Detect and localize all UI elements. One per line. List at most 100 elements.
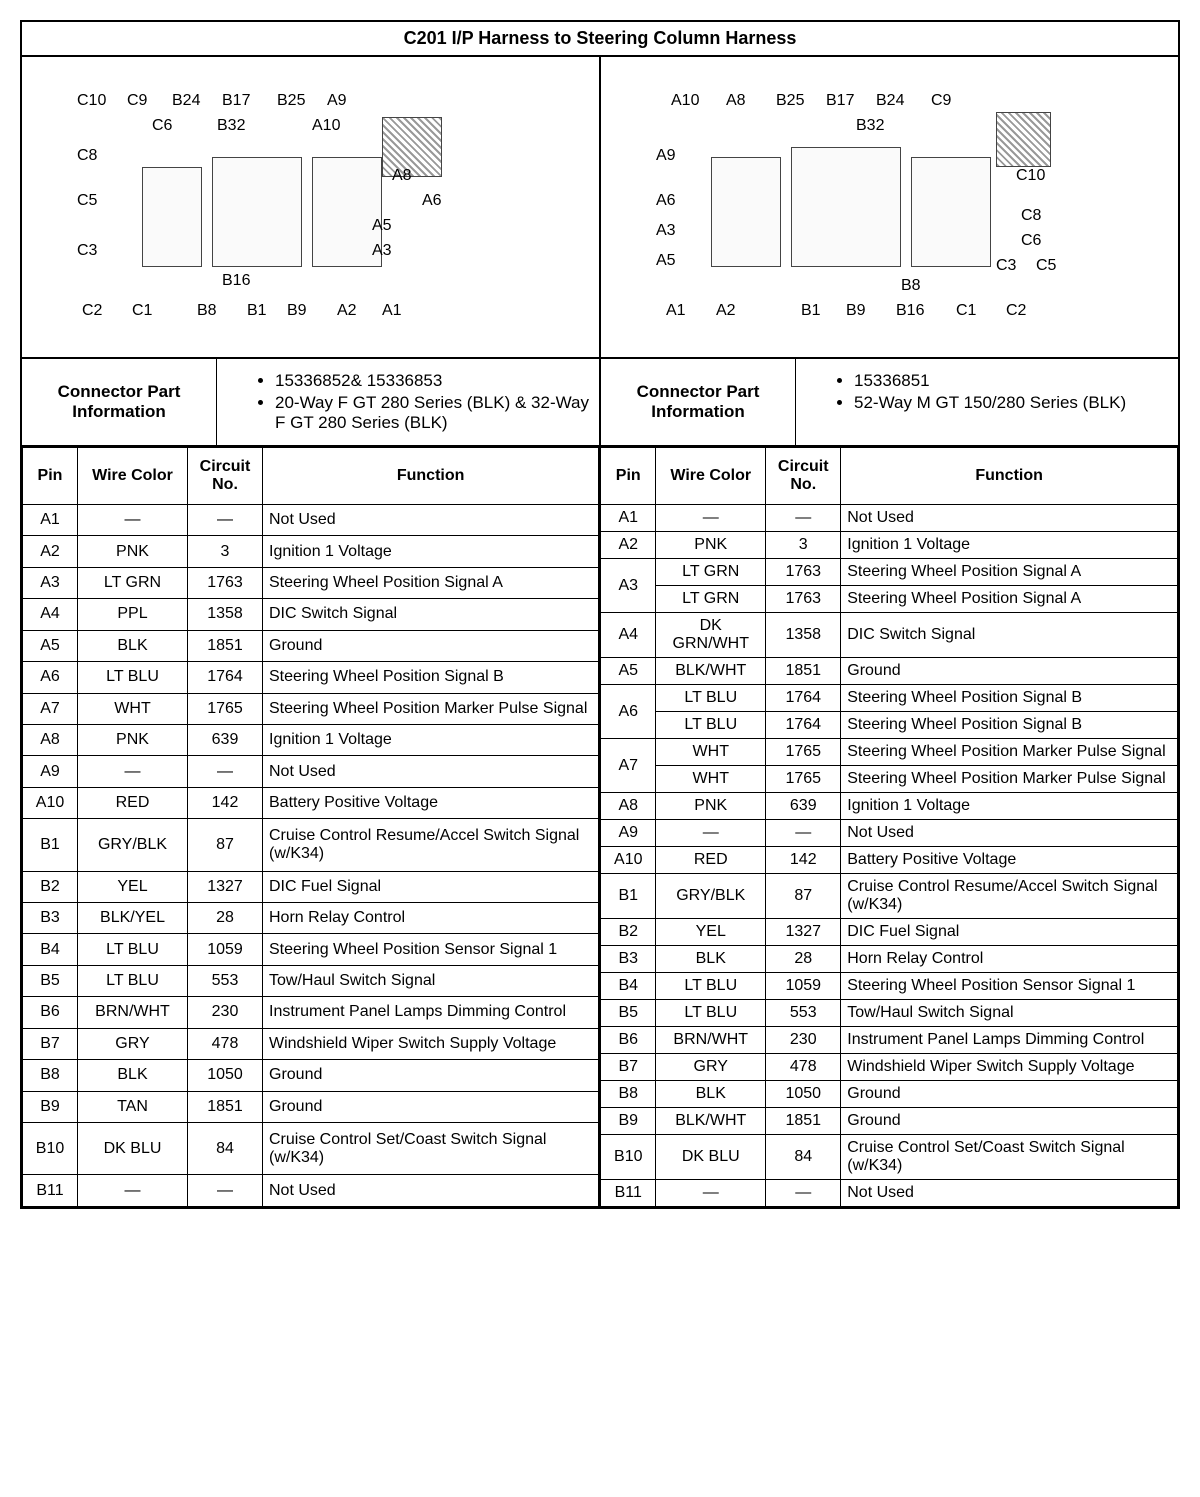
table-cell: 1050	[188, 1060, 263, 1091]
table-cell: A4	[601, 613, 656, 658]
table-cell: B4	[23, 934, 78, 965]
table-cell: BLK	[78, 1060, 188, 1091]
table-cell: Steering Wheel Position Signal B	[841, 712, 1178, 739]
table-cell: WHT	[656, 739, 766, 766]
table-row: B10DK BLU84Cruise Control Set/Coast Swit…	[23, 1122, 600, 1174]
table-cell: 478	[188, 1028, 263, 1059]
table-row: B7GRY478Windshield Wiper Switch Supply V…	[601, 1054, 1178, 1081]
pin-label: A10	[671, 92, 699, 110]
table-row: B11——Not Used	[23, 1175, 600, 1207]
table-cell: Ground	[841, 658, 1178, 685]
table-cell: Tow/Haul Switch Signal	[841, 1000, 1178, 1027]
table-cell: Steering Wheel Position Marker Pulse Sig…	[841, 766, 1178, 793]
table-cell: Steering Wheel Position Signal A	[841, 586, 1178, 613]
table-cell: 1059	[188, 934, 263, 965]
table-cell: 1059	[766, 973, 841, 1000]
table-row: A1——Not Used	[601, 505, 1178, 532]
table-row: A2PNK3Ignition 1 Voltage	[601, 532, 1178, 559]
table-cell: WHT	[78, 693, 188, 724]
table-row: A2PNK3Ignition 1 Voltage	[23, 536, 600, 567]
table-cell: 553	[188, 965, 263, 996]
table-cell: DIC Switch Signal	[263, 599, 600, 630]
pin-label: B16	[896, 302, 924, 320]
table-cell: 639	[188, 724, 263, 755]
table-cell: Windshield Wiper Switch Supply Voltage	[263, 1028, 600, 1059]
table-cell: 230	[188, 997, 263, 1028]
table-cell: Ground	[841, 1081, 1178, 1108]
table-cell: BLK/YEL	[78, 903, 188, 934]
pin-label: C1	[956, 302, 976, 320]
table-row: A4PPL1358DIC Switch Signal	[23, 599, 600, 630]
table-cell: 230	[766, 1027, 841, 1054]
pin-label: B1	[247, 302, 267, 320]
table-row: A3LT GRN1763Steering Wheel Position Sign…	[23, 567, 600, 598]
table-cell: Steering Wheel Position Signal B	[841, 685, 1178, 712]
pin-label: A9	[656, 147, 676, 165]
pin-label: C2	[1006, 302, 1026, 320]
table-cell: B8	[601, 1081, 656, 1108]
pin-label: B32	[217, 117, 245, 135]
table-row: A10RED142Battery Positive Voltage	[23, 787, 600, 818]
table-cell: 1763	[188, 567, 263, 598]
pin-label: C8	[1021, 207, 1041, 225]
table-cell: PNK	[656, 532, 766, 559]
table-cell: 1851	[766, 658, 841, 685]
table-row: B1GRY/BLK87Cruise Control Resume/Accel S…	[601, 874, 1178, 919]
table-cell: A3	[601, 559, 656, 613]
connector-info-item: 15336852& 15336853	[275, 371, 589, 391]
table-cell: 1763	[766, 586, 841, 613]
pin-label: C8	[77, 147, 97, 165]
table-row: B6BRN/WHT230Instrument Panel Lamps Dimmi…	[601, 1027, 1178, 1054]
connector-info-item: 15336851	[854, 371, 1168, 391]
table-cell: 1358	[188, 599, 263, 630]
table-cell: PPL	[78, 599, 188, 630]
pin-label: C9	[127, 92, 147, 110]
table-cell: —	[766, 505, 841, 532]
table-cell: B5	[23, 965, 78, 996]
table-cell: LT BLU	[78, 934, 188, 965]
table-cell: B1	[601, 874, 656, 919]
pin-label: C2	[82, 302, 102, 320]
table-cell: 1327	[766, 919, 841, 946]
table-cell: Cruise Control Set/Coast Switch Signal (…	[841, 1135, 1178, 1180]
table-cell: B6	[601, 1027, 656, 1054]
table-cell: DIC Switch Signal	[841, 613, 1178, 658]
table-cell: Horn Relay Control	[263, 903, 600, 934]
table-cell: B6	[23, 997, 78, 1028]
table-cell: —	[766, 1180, 841, 1207]
table-cell: 84	[188, 1122, 263, 1174]
table-cell: A2	[23, 536, 78, 567]
pin-label: A9	[327, 92, 347, 110]
table-cell: GRY/BLK	[78, 819, 188, 871]
table-cell: A2	[601, 532, 656, 559]
connector-info-label-right: Connector Part Information	[601, 359, 796, 445]
pin-label: C1	[132, 302, 152, 320]
table-cell: B7	[601, 1054, 656, 1081]
table-cell: 478	[766, 1054, 841, 1081]
connector-info-value-left: 15336852& 1533685320-Way F GT 280 Series…	[217, 359, 601, 445]
table-cell: Cruise Control Resume/Accel Switch Signa…	[263, 819, 600, 871]
table-row: B5LT BLU553Tow/Haul Switch Signal	[23, 965, 600, 996]
tables-row: Pin Wire Color Circuit No. Function A1——…	[22, 447, 1178, 1207]
table-cell: 84	[766, 1135, 841, 1180]
table-cell: LT BLU	[656, 1000, 766, 1027]
table-cell: B9	[601, 1108, 656, 1135]
table-cell: A5	[601, 658, 656, 685]
table-row: B11——Not Used	[601, 1180, 1178, 1207]
table-cell: —	[78, 1175, 188, 1207]
table-cell: LT BLU	[656, 685, 766, 712]
table-cell: —	[78, 505, 188, 536]
table-cell: Steering Wheel Position Signal B	[263, 662, 600, 693]
pin-label: B8	[901, 277, 921, 295]
table-cell: LT GRN	[78, 567, 188, 598]
table-cell: B2	[601, 919, 656, 946]
table-cell: B3	[601, 946, 656, 973]
col-header-func: Function	[263, 448, 600, 505]
table-cell: 1765	[188, 693, 263, 724]
table-cell: Ground	[263, 1091, 600, 1122]
table-cell: LT BLU	[78, 662, 188, 693]
page-title: C201 I/P Harness to Steering Column Harn…	[22, 22, 1178, 57]
table-cell: 1764	[188, 662, 263, 693]
table-cell: A10	[23, 787, 78, 818]
table-cell: 3	[188, 536, 263, 567]
